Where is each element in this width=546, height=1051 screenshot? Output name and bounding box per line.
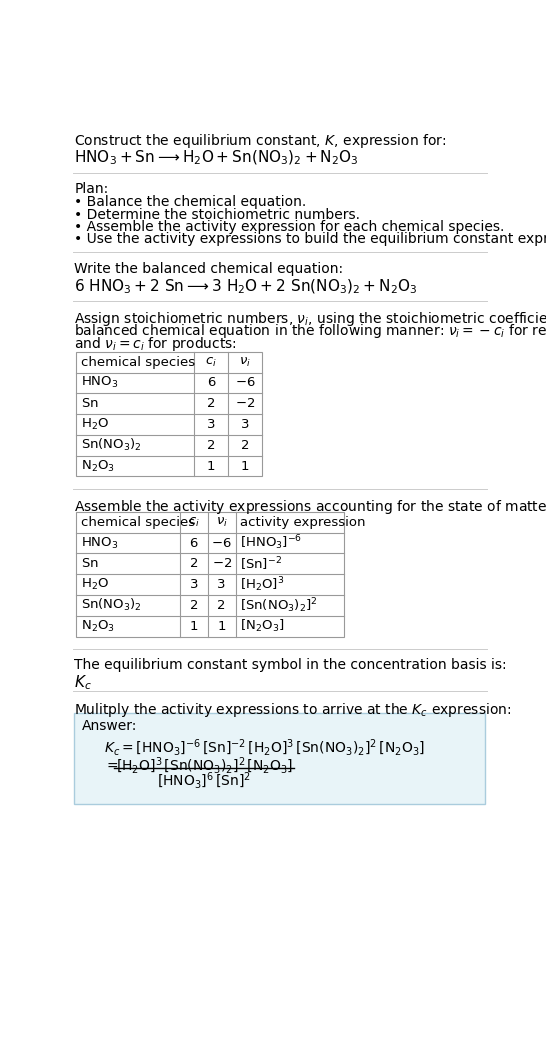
Text: $[\mathrm{HNO_3}]^{6}\,[\mathrm{Sn}]^{2}$: $[\mathrm{HNO_3}]^{6}\,[\mathrm{Sn}]^{2}… xyxy=(157,770,251,791)
Text: $\mathrm{H_2O}$: $\mathrm{H_2O}$ xyxy=(81,417,109,432)
Text: Answer:: Answer: xyxy=(82,719,138,733)
Text: • Determine the stoichiometric numbers.: • Determine the stoichiometric numbers. xyxy=(74,208,360,222)
Text: $-2$: $-2$ xyxy=(235,397,255,410)
Text: $\mathrm{N_2O_3}$: $\mathrm{N_2O_3}$ xyxy=(81,619,115,634)
Text: 6: 6 xyxy=(189,537,198,550)
Text: balanced chemical equation in the following manner: $\nu_i = -c_i$ for reactants: balanced chemical equation in the follow… xyxy=(74,323,546,341)
Text: $\mathrm{Sn(NO_3)_2}$: $\mathrm{Sn(NO_3)_2}$ xyxy=(81,597,141,614)
Text: Plan:: Plan: xyxy=(74,182,109,197)
Text: 2: 2 xyxy=(206,438,215,452)
Text: 2: 2 xyxy=(217,599,226,612)
Text: chemical species: chemical species xyxy=(81,516,195,529)
Text: 2: 2 xyxy=(189,557,198,571)
Text: $-6$: $-6$ xyxy=(211,537,232,550)
Text: $\mathrm{Sn(NO_3)_2}$: $\mathrm{Sn(NO_3)_2}$ xyxy=(81,437,141,453)
Text: 2: 2 xyxy=(206,397,215,410)
Text: $\mathrm{HNO_3}$: $\mathrm{HNO_3}$ xyxy=(81,375,118,391)
Bar xyxy=(76,352,262,476)
Text: 3: 3 xyxy=(206,418,215,431)
Text: $[\mathrm{N_2O_3}]$: $[\mathrm{N_2O_3}]$ xyxy=(240,618,284,635)
Text: and $\nu_i = c_i$ for products:: and $\nu_i = c_i$ for products: xyxy=(74,335,238,353)
Text: Mulitply the activity expressions to arrive at the $K_c$ expression:: Mulitply the activity expressions to arr… xyxy=(74,701,512,719)
Text: $[\mathrm{Sn(NO_3)_2}]^{2}$: $[\mathrm{Sn(NO_3)_2}]^{2}$ xyxy=(240,596,318,615)
Bar xyxy=(74,713,485,804)
Text: Construct the equilibrium constant, $K$, expression for:: Construct the equilibrium constant, $K$,… xyxy=(74,132,447,150)
Text: 3: 3 xyxy=(189,578,198,591)
Text: Assign stoichiometric numbers, $\nu_i$, using the stoichiometric coefficients, $: Assign stoichiometric numbers, $\nu_i$, … xyxy=(74,310,546,328)
Text: Write the balanced chemical equation:: Write the balanced chemical equation: xyxy=(74,262,343,275)
Text: $\mathrm{Sn}$: $\mathrm{Sn}$ xyxy=(81,397,98,410)
Text: $[\mathrm{HNO_3}]^{-6}$: $[\mathrm{HNO_3}]^{-6}$ xyxy=(240,534,302,553)
Text: 1: 1 xyxy=(217,620,226,633)
Text: $[\mathrm{H_2O}]^{3}\,[\mathrm{Sn(NO_3)_2}]^{2}\,[\mathrm{N_2O_3}]$: $[\mathrm{H_2O}]^{3}\,[\mathrm{Sn(NO_3)_… xyxy=(116,756,293,776)
Text: 1: 1 xyxy=(241,459,249,473)
Text: 3: 3 xyxy=(217,578,226,591)
Text: 6: 6 xyxy=(207,376,215,390)
Text: $\mathrm{6\ HNO_3 + 2\ Sn \longrightarrow 3\ H_2O + 2\ Sn(NO_3)_2 + N_2O_3}$: $\mathrm{6\ HNO_3 + 2\ Sn \longrightarro… xyxy=(74,277,418,296)
Text: 1: 1 xyxy=(206,459,215,473)
Text: activity expression: activity expression xyxy=(240,516,366,529)
Text: $\mathrm{H_2O}$: $\mathrm{H_2O}$ xyxy=(81,577,109,592)
Text: $\nu_i$: $\nu_i$ xyxy=(239,355,251,369)
Text: $K_c = [\mathrm{HNO_3}]^{-6}\,[\mathrm{Sn}]^{-2}\,[\mathrm{H_2O}]^{3}\,[\mathrm{: $K_c = [\mathrm{HNO_3}]^{-6}\,[\mathrm{S… xyxy=(104,738,425,758)
Text: $\mathrm{N_2O_3}$: $\mathrm{N_2O_3}$ xyxy=(81,458,115,474)
Text: $c_i$: $c_i$ xyxy=(205,355,217,369)
Text: $\nu_i$: $\nu_i$ xyxy=(216,516,228,529)
Bar xyxy=(76,512,344,637)
Text: 2: 2 xyxy=(189,599,198,612)
Text: 1: 1 xyxy=(189,620,198,633)
Text: $[\mathrm{H_2O}]^{3}$: $[\mathrm{H_2O}]^{3}$ xyxy=(240,575,284,594)
Text: • Balance the chemical equation.: • Balance the chemical equation. xyxy=(74,195,307,209)
Text: $-2$: $-2$ xyxy=(212,557,232,571)
Text: $-6$: $-6$ xyxy=(235,376,255,390)
Text: 3: 3 xyxy=(241,418,249,431)
Text: $c_i$: $c_i$ xyxy=(188,516,200,529)
Text: • Use the activity expressions to build the equilibrium constant expression.: • Use the activity expressions to build … xyxy=(74,232,546,246)
Text: $\mathrm{Sn}$: $\mathrm{Sn}$ xyxy=(81,557,98,571)
Text: $=$: $=$ xyxy=(104,758,118,771)
Text: 2: 2 xyxy=(241,438,249,452)
Text: chemical species: chemical species xyxy=(81,355,195,369)
Text: Assemble the activity expressions accounting for the state of matter and $\nu_i$: Assemble the activity expressions accoun… xyxy=(74,498,546,516)
Text: $\mathrm{HNO_3}$: $\mathrm{HNO_3}$ xyxy=(81,536,118,551)
Text: $K_c$: $K_c$ xyxy=(74,673,92,692)
Text: $\mathrm{HNO_3 + Sn \longrightarrow H_2O + Sn(NO_3)_2 + N_2O_3}$: $\mathrm{HNO_3 + Sn \longrightarrow H_2O… xyxy=(74,148,359,167)
Text: The equilibrium constant symbol in the concentration basis is:: The equilibrium constant symbol in the c… xyxy=(74,658,507,673)
Text: • Assemble the activity expression for each chemical species.: • Assemble the activity expression for e… xyxy=(74,220,505,234)
Text: $[\mathrm{Sn}]^{-2}$: $[\mathrm{Sn}]^{-2}$ xyxy=(240,555,282,573)
